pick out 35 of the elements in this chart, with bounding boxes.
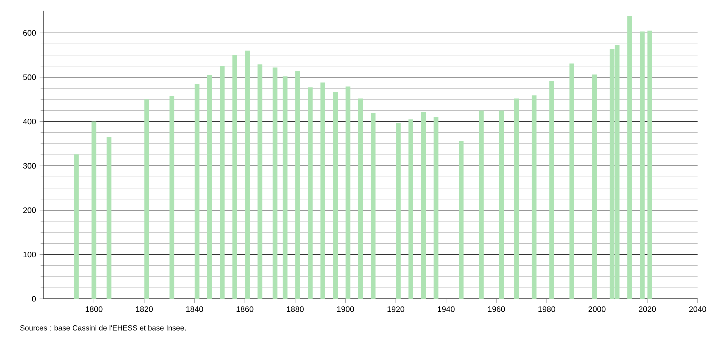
bar bbox=[640, 32, 645, 300]
bar bbox=[258, 64, 263, 300]
bar bbox=[92, 122, 97, 300]
bar bbox=[106, 137, 112, 300]
bar bbox=[370, 113, 376, 300]
bar bbox=[245, 50, 250, 300]
bar bbox=[272, 68, 278, 300]
bar bbox=[346, 86, 351, 300]
bar bbox=[592, 74, 598, 300]
bar bbox=[194, 84, 200, 300]
bar bbox=[421, 112, 426, 300]
bar bbox=[434, 117, 439, 300]
bar bbox=[499, 110, 504, 300]
bar bbox=[648, 30, 652, 300]
bar bbox=[170, 96, 175, 300]
bar bbox=[320, 82, 326, 300]
bar bbox=[514, 98, 520, 300]
bar bbox=[459, 141, 464, 300]
bar bbox=[296, 71, 300, 300]
bar bbox=[408, 120, 414, 300]
bar bbox=[333, 92, 338, 300]
bar bbox=[232, 55, 238, 300]
bar bbox=[74, 154, 79, 300]
bar bbox=[144, 100, 150, 300]
bar bbox=[282, 76, 288, 300]
bar bbox=[628, 16, 632, 300]
bar bbox=[308, 88, 313, 300]
bar bbox=[396, 124, 401, 300]
bar bbox=[220, 66, 225, 300]
bar bbox=[532, 96, 537, 300]
bar bbox=[207, 75, 212, 300]
bar bbox=[358, 98, 364, 300]
bar bbox=[479, 110, 484, 300]
bar bbox=[570, 64, 574, 300]
bar bbox=[550, 81, 554, 300]
